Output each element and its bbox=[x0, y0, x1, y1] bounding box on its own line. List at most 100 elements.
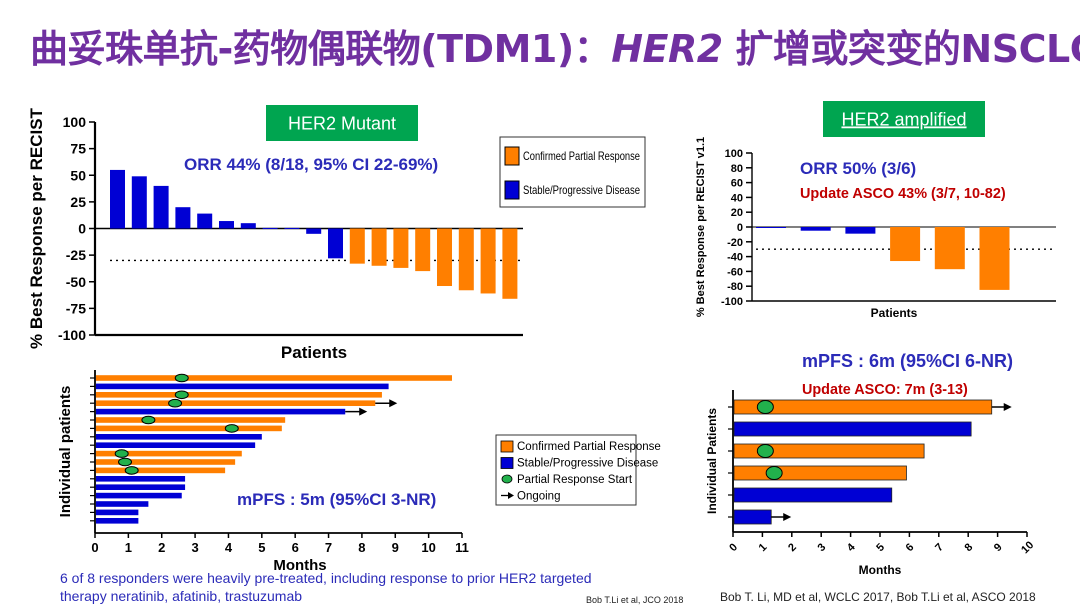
ongoing-arrow-head bbox=[1003, 403, 1012, 411]
y-tick-label: -100 bbox=[58, 327, 86, 343]
x-tick-label: 10 bbox=[1019, 539, 1036, 556]
x-axis-title: Months bbox=[859, 563, 902, 577]
waterfall-bar bbox=[306, 228, 322, 234]
legend-swatch bbox=[500, 440, 514, 453]
y-tick-label: 0 bbox=[78, 221, 86, 237]
waterfall-bar bbox=[175, 207, 191, 229]
swimmer-bar bbox=[733, 443, 925, 459]
waterfall-bar bbox=[756, 227, 786, 228]
swimmer-bar bbox=[96, 434, 262, 440]
waterfall-bar bbox=[437, 228, 452, 287]
legend-label: Confirmed Partial Response bbox=[517, 441, 661, 453]
y-tick-label: 100 bbox=[63, 114, 87, 130]
x-tick-label: 7 bbox=[325, 540, 332, 555]
swimmer-bar bbox=[96, 408, 346, 415]
swimmer-bar bbox=[96, 501, 149, 507]
x-tick-label: 9 bbox=[392, 540, 399, 555]
update-annotation: Update ASCO 43% (3/7, 10-82) bbox=[800, 186, 1006, 202]
y-tick-label: -20 bbox=[727, 237, 743, 249]
amplified-waterfall-chart: 100 80 60 40 20 0 -20 -40 -60 -80 -100 % Best Respo… bbox=[695, 101, 1056, 320]
pr-start-marker bbox=[765, 466, 783, 480]
waterfall-bar bbox=[845, 227, 876, 234]
y-tick-label: -25 bbox=[66, 247, 86, 263]
title-main: 曲妥珠单抗-药物偶联物(TDM1)： bbox=[30, 27, 612, 71]
x-tick-label: 0 bbox=[727, 541, 740, 554]
group-label-box bbox=[823, 101, 985, 137]
swimmer-bar bbox=[96, 383, 389, 390]
legend-swatch bbox=[500, 457, 514, 469]
x-tick-label: 5 bbox=[258, 540, 265, 555]
pr-start-marker bbox=[756, 400, 774, 414]
y-axis-title: % Best Response per RECIST bbox=[27, 107, 46, 349]
pr-start-marker bbox=[141, 415, 156, 425]
x-tick-label: 4 bbox=[225, 540, 233, 555]
pr-start-marker bbox=[118, 457, 133, 467]
y-tick-label: -50 bbox=[66, 274, 86, 290]
pr-start-marker bbox=[756, 444, 774, 458]
title-gene: HER2 bbox=[611, 27, 723, 71]
y-tick-label: -75 bbox=[66, 300, 86, 316]
waterfall-bar bbox=[131, 176, 147, 229]
y-tick-label: 25 bbox=[70, 194, 86, 210]
swimmer-bar bbox=[96, 442, 256, 448]
y-tick-label: -40 bbox=[727, 252, 743, 264]
swimmer-bar bbox=[96, 392, 382, 398]
x-tick-label: 3 bbox=[191, 540, 198, 555]
update-annotation: Update ASCO: 7m (3-13) bbox=[802, 382, 968, 398]
waterfall-bar bbox=[502, 228, 518, 299]
waterfall-bar bbox=[800, 227, 831, 231]
swimmer-bar bbox=[96, 476, 186, 482]
waterfall-bar bbox=[110, 169, 125, 229]
swimmer-bar bbox=[733, 421, 972, 437]
x-tick-label: 6 bbox=[292, 540, 299, 555]
bottom-note-line2: therapy neratinib, afatinib, trastuzumab bbox=[60, 588, 303, 604]
y-tick-label: 0 bbox=[737, 222, 743, 234]
waterfall-bar bbox=[458, 228, 474, 291]
y-axis-title: Individual Patients bbox=[705, 408, 719, 514]
ongoing-arrow-head bbox=[359, 407, 368, 416]
group-label-box bbox=[266, 105, 418, 141]
x-tick-label: 1 bbox=[125, 540, 132, 555]
mutant-waterfall-chart: 100 75 50 25 0 -25 -50 -75 -100 % Best Response p… bbox=[27, 105, 646, 362]
y-tick-label: 100 bbox=[725, 148, 743, 160]
x-tick-label: 3 bbox=[815, 541, 828, 554]
legend-label: Ongoing bbox=[517, 491, 560, 503]
pr-start-marker bbox=[168, 398, 183, 408]
x-tick-label: 8 bbox=[962, 541, 975, 554]
waterfall-bar bbox=[197, 213, 213, 229]
swimmer-bar bbox=[96, 459, 236, 465]
x-tick-label: 11 bbox=[455, 540, 469, 555]
swimmer-bar bbox=[96, 492, 182, 499]
x-axis-title: Patients bbox=[871, 306, 918, 320]
legend-label: Partial Response Start bbox=[517, 474, 633, 486]
y-tick-label: 40 bbox=[731, 192, 743, 204]
bottom-note-line1: 6 of 8 responders were heavily pre-treat… bbox=[60, 570, 592, 586]
y-axis-title: % Best Response per RECIST v1.1 bbox=[695, 137, 707, 317]
x-tick-label: 2 bbox=[786, 541, 799, 554]
pr-start-marker bbox=[174, 373, 189, 383]
y-tick-label: 20 bbox=[731, 207, 743, 219]
x-axis-title: Months bbox=[273, 557, 326, 574]
y-tick-label: -60 bbox=[727, 266, 743, 278]
pr-start-marker bbox=[114, 449, 129, 458]
legend-box bbox=[499, 136, 646, 208]
group-label: HER2 amplified bbox=[841, 109, 966, 129]
pr-start-marker bbox=[224, 424, 239, 433]
swimmer-bar bbox=[96, 509, 139, 516]
waterfall-bar bbox=[415, 228, 431, 272]
reference-left: Bob T.Li et al, JCO 2018 bbox=[586, 595, 684, 605]
mutant-swimmer-chart: 0 1 2 3 4 5 6 7 8 9 10 11 Individual patients Months m… bbox=[57, 370, 661, 574]
x-tick-label: 4 bbox=[845, 541, 858, 554]
bottom-note: 6 of 8 responders were heavily pre-treat… bbox=[60, 569, 688, 605]
legend-swatch bbox=[504, 180, 520, 200]
amplified-swimmer-chart: 0 1 2 3 4 5 6 7 8 9 10 Individual Patients Months mPF… bbox=[705, 351, 1036, 577]
y-tick-label: 60 bbox=[731, 178, 743, 190]
x-tick-label: 10 bbox=[421, 540, 435, 555]
legend-label: Confirmed Partial Response bbox=[523, 149, 640, 163]
ongoing-arrow-head bbox=[389, 399, 398, 408]
waterfall-bar bbox=[153, 185, 169, 229]
reference-right: Bob T. Li, MD et al, WCLC 2017, Bob T.Li… bbox=[720, 590, 1036, 604]
swimmer-bar bbox=[96, 400, 376, 406]
x-tick-label: 0 bbox=[91, 540, 98, 555]
orr-annotation: ORR 44% (8/18, 95% CI 22-69%) bbox=[184, 155, 438, 174]
